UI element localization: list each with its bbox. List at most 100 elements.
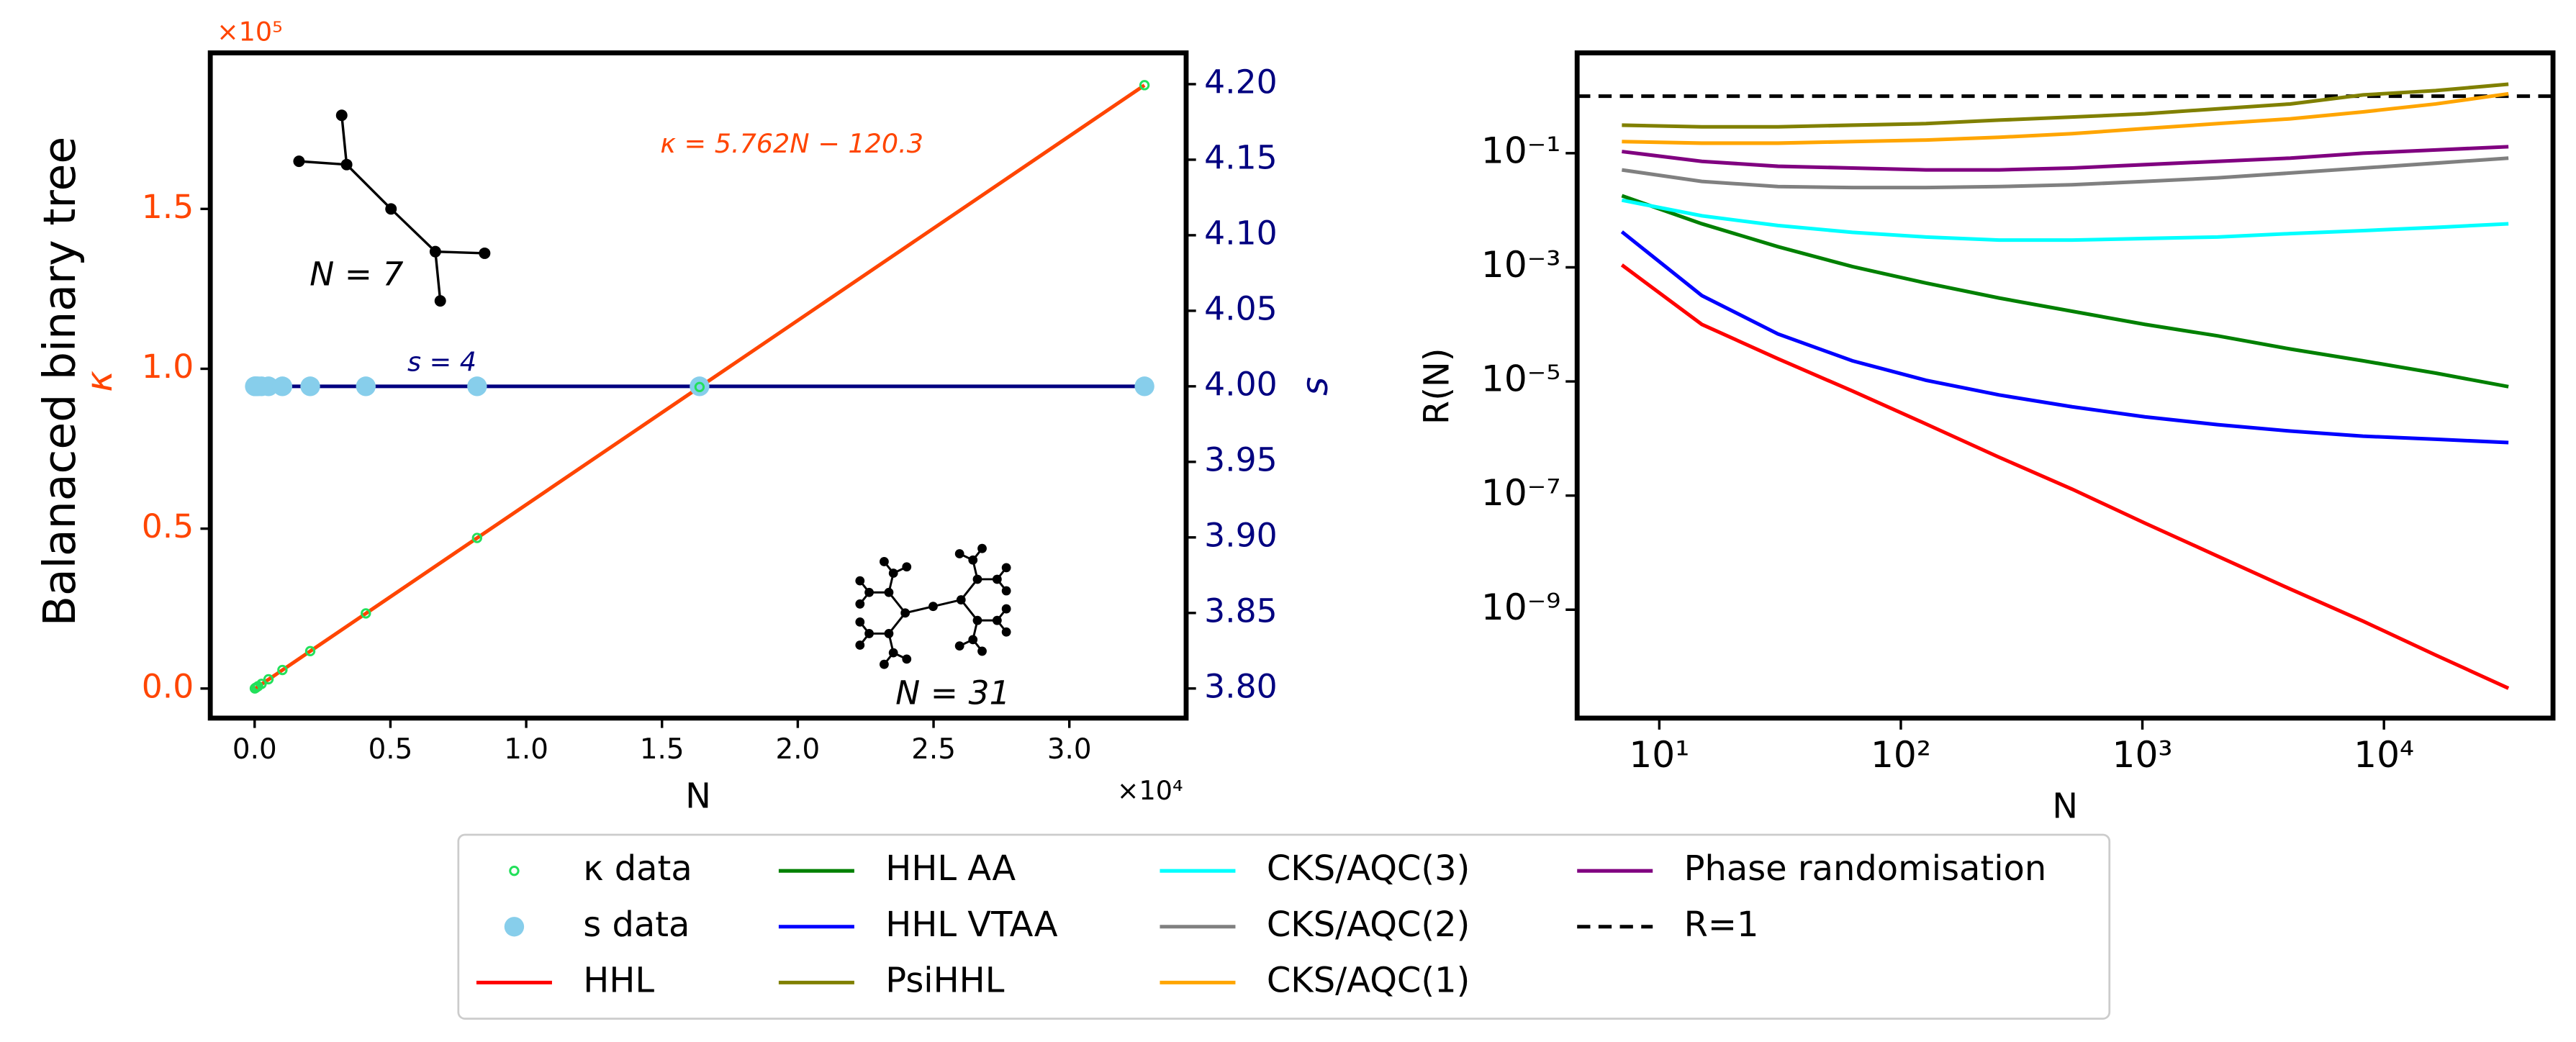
legend-marker	[509, 865, 520, 876]
legend-label: HHL	[583, 961, 654, 1000]
tree-node	[429, 245, 441, 258]
y2-tick-label: 4.00	[1204, 365, 1278, 403]
legend-label: Phase randomisation	[1684, 849, 2047, 889]
y-axis-label: κ	[78, 371, 120, 392]
series-line	[1622, 91, 2509, 145]
data-point	[256, 679, 267, 689]
y2-tick-label: 3.85	[1204, 592, 1278, 630]
tree-edge	[933, 599, 962, 608]
x-axis-label: N	[685, 777, 711, 817]
y-tick-label: 1.0	[142, 348, 194, 386]
tree-edge	[905, 605, 934, 615]
x-tick-label: 3.0	[1047, 733, 1092, 766]
x-tick-label: 2.5	[911, 733, 956, 766]
tree-node	[954, 549, 964, 558]
inset-label: N = 7	[309, 255, 403, 293]
data-point	[471, 533, 483, 543]
series-line	[1622, 82, 2509, 129]
series-line	[1621, 194, 2509, 389]
y-tick-label: 10⁻⁹	[1481, 586, 1561, 628]
x-tick-label: 0.5	[369, 733, 413, 766]
series-line	[1622, 156, 2509, 190]
plot-frame	[1574, 50, 2556, 721]
x-tick-label: 1.5	[640, 733, 684, 766]
tree-node	[902, 654, 912, 664]
tree-node	[977, 543, 987, 553]
x-tick-label: 0.0	[232, 733, 277, 766]
x-tick-label: 10¹	[1629, 733, 1689, 776]
legend-label: HHL AA	[885, 849, 1016, 889]
y2-tick-label: 4.05	[1204, 289, 1278, 327]
tree-edge	[390, 208, 437, 253]
data-point	[690, 376, 710, 397]
data-point	[1139, 80, 1150, 91]
x-offset-label: ×10⁴	[1117, 775, 1183, 806]
legend-label: CKS/AQC(3)	[1267, 849, 1470, 889]
tree-node	[385, 203, 397, 215]
x-tick-label: 10²	[1871, 733, 1931, 776]
x-tick-label: 2.0	[776, 733, 821, 766]
data-point	[361, 608, 371, 619]
y-tick-label: 0.0	[142, 667, 194, 705]
tree-node	[880, 659, 889, 669]
tree-node	[855, 576, 865, 586]
legend-box	[457, 833, 2111, 1020]
data-point	[272, 376, 293, 397]
series-line	[1621, 198, 2509, 243]
tree-edge	[434, 251, 442, 302]
legend-marker	[504, 917, 525, 937]
x-tick-label: 1.0	[504, 733, 548, 766]
inset-label: N = 31	[895, 674, 1010, 712]
tree-node	[293, 155, 305, 168]
legend-label: R=1	[1684, 905, 1759, 945]
data-point	[1134, 376, 1154, 397]
x-axis-label: N	[2052, 787, 2078, 826]
tree-node	[335, 109, 348, 122]
data-point	[258, 376, 279, 397]
y2-tick-label: 3.90	[1204, 516, 1278, 554]
y2-tick-label: 4.10	[1204, 214, 1278, 252]
tree-node	[1001, 586, 1011, 596]
legend-label: HHL VTAA	[885, 905, 1057, 945]
x-tick-label: 10⁴	[2354, 733, 2414, 776]
plot-frame	[207, 50, 1189, 721]
y-tick-label: 10⁻⁷	[1481, 471, 1561, 514]
tree-node	[479, 247, 491, 259]
tree-node	[928, 602, 938, 612]
y2-axis-label: s	[1293, 377, 1336, 396]
data-point	[277, 664, 288, 676]
series-line	[1622, 145, 2509, 172]
y-tick-label: 0.5	[142, 507, 194, 545]
y2-tick-label: 3.95	[1204, 440, 1278, 479]
data-point	[356, 376, 376, 397]
tree-node	[880, 557, 889, 566]
legend-label: CKS/AQC(1)	[1267, 961, 1470, 1000]
data-point	[467, 376, 487, 397]
data-point	[263, 674, 274, 685]
data-point	[304, 645, 316, 657]
y-tick-label: 10⁻⁵	[1481, 358, 1561, 400]
x-tick-label: 10³	[2112, 733, 2173, 776]
series-line	[1620, 263, 2510, 690]
y-offset-label: ×10⁵	[217, 17, 283, 47]
legend-label: CKS/AQC(2)	[1267, 905, 1470, 945]
data-point	[694, 381, 705, 392]
fit-label: κ = 5.762N − 120.3	[660, 128, 923, 159]
tree-node	[855, 599, 865, 609]
y-tick-label: 10⁻³	[1481, 243, 1561, 286]
tree-node	[340, 158, 353, 171]
legend-label: PsiHHL	[885, 961, 1004, 1000]
y-axis-label: R(N)	[1417, 348, 1457, 425]
tree-node	[954, 641, 964, 651]
y-tick-label: 10⁻¹	[1481, 129, 1561, 171]
y2-tick-label: 3.80	[1204, 667, 1278, 705]
series-line	[1620, 230, 2509, 445]
tree-edge	[345, 163, 392, 210]
fit-label: s = 4	[407, 346, 476, 377]
legend-label: s data	[583, 905, 690, 945]
y-tick-label: 1.5	[142, 188, 194, 226]
tree-node	[902, 562, 912, 572]
tree-node	[434, 295, 446, 307]
legend-label: κ data	[583, 849, 692, 889]
